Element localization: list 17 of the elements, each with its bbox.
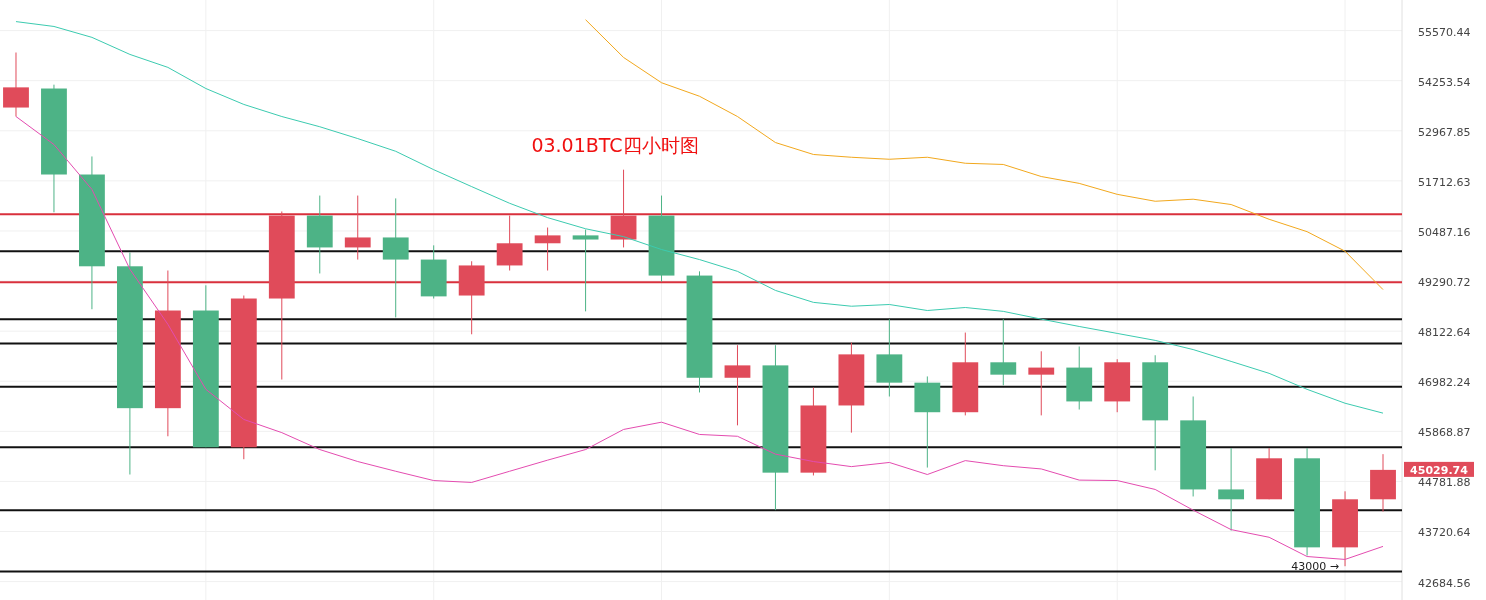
y-tick-label: 49290.72 [1418, 276, 1471, 290]
y-tick-label: 55570.44 [1418, 25, 1471, 39]
annotation: 43000 → [1291, 560, 1340, 574]
y-tick-label: 43720.64 [1418, 526, 1471, 540]
line-series [15, 21, 1384, 414]
y-tick-label: 48122.64 [1418, 326, 1471, 340]
y-tick-label: 54253.54 [1418, 75, 1471, 89]
y-tick-label: 42684.56 [1418, 576, 1471, 590]
text: 45029.74 [1410, 463, 1469, 477]
y-tick-label: 52967.85 [1418, 125, 1471, 139]
y-tick-label: 50487.16 [1418, 225, 1471, 239]
y-tick-label: 51712.63 [1418, 175, 1471, 189]
y-tick-label: 45868.87 [1418, 426, 1471, 440]
text: 03.01BTC四小时图 [531, 134, 699, 156]
line-series [15, 116, 1384, 560]
y-tick-label: 44781.88 [1418, 476, 1471, 490]
y-tick-label: 46982.24 [1418, 376, 1471, 390]
